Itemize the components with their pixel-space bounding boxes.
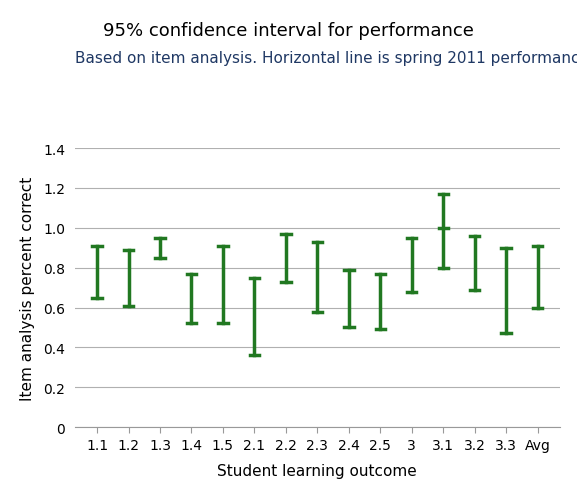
Text: 95% confidence interval for performance: 95% confidence interval for performance [103,22,474,39]
X-axis label: Student learning outcome: Student learning outcome [218,463,417,478]
Y-axis label: Item analysis percent correct: Item analysis percent correct [20,176,35,400]
Text: Based on item analysis. Horizontal line is spring 2011 performance.: Based on item analysis. Horizontal line … [75,50,577,65]
